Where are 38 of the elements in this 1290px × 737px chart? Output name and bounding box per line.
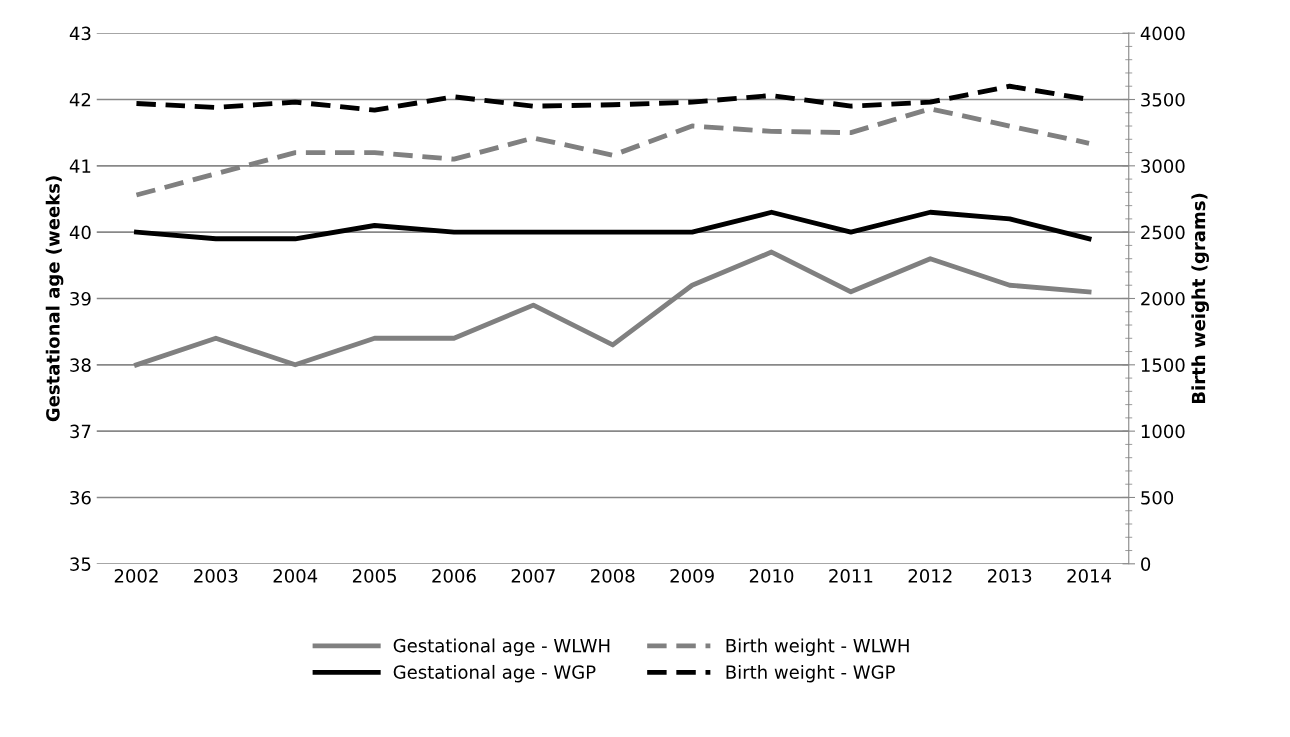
y2-tick-label: 0 [1141, 557, 1151, 571]
y-tick-label: 42 [69, 92, 91, 107]
legend-label: Gestational age - WGP [393, 664, 596, 683]
y-tick-label: 37 [70, 424, 91, 439]
y-axis-title: Gestational age (weeks) [45, 176, 64, 422]
y-tick-label: 39 [70, 291, 91, 306]
y2-tick-label: 3500 [1141, 92, 1185, 107]
x-tick-label: 2009 [670, 568, 714, 583]
y2-tick-label: 1000 [1141, 424, 1185, 439]
y2-tick-label: 3000 [1141, 159, 1185, 173]
x-tick-label: 2004 [273, 568, 318, 583]
x-tick-label: 2011 [829, 568, 873, 583]
y-tick-label: 43 [69, 26, 91, 41]
line-series [134, 209, 1092, 242]
x-tick-label: 2008 [591, 568, 635, 583]
y-tick-label: 36 [70, 490, 91, 505]
y2-tick-label: 500 [1141, 490, 1174, 505]
x-tick-label: 2014 [1067, 568, 1112, 583]
legend-label: Gestational age - WLWH [393, 638, 610, 656]
y2-axis-title: Birth weight (grams) [1191, 193, 1209, 404]
y2-tick-label: 2500 [1141, 225, 1185, 240]
y-tick-label: 41 [69, 159, 91, 173]
y2-tick-label: 1500 [1141, 358, 1185, 372]
y2-tick-label: 2000 [1141, 291, 1185, 306]
x-tick-label: 2013 [988, 568, 1032, 583]
y2-tick-label: 4000 [1140, 26, 1185, 41]
x-tick-label: 2002 [114, 568, 158, 583]
x-tick-label: 2007 [511, 568, 555, 583]
x-tick-label: 2006 [432, 568, 476, 583]
x-tick-label: 2010 [749, 568, 794, 583]
x-tick-label: 2012 [908, 568, 952, 583]
x-tick-label: 2005 [352, 568, 396, 583]
legend-label: Birth weight - WGP [726, 664, 895, 683]
x-tick-label: 2003 [194, 568, 238, 583]
y-tick-label: 40 [69, 225, 91, 240]
legend-label: Birth weight - WLWH [726, 638, 909, 656]
y-tick-label: 35 [70, 557, 91, 571]
y-tick-label: 38 [70, 358, 91, 372]
